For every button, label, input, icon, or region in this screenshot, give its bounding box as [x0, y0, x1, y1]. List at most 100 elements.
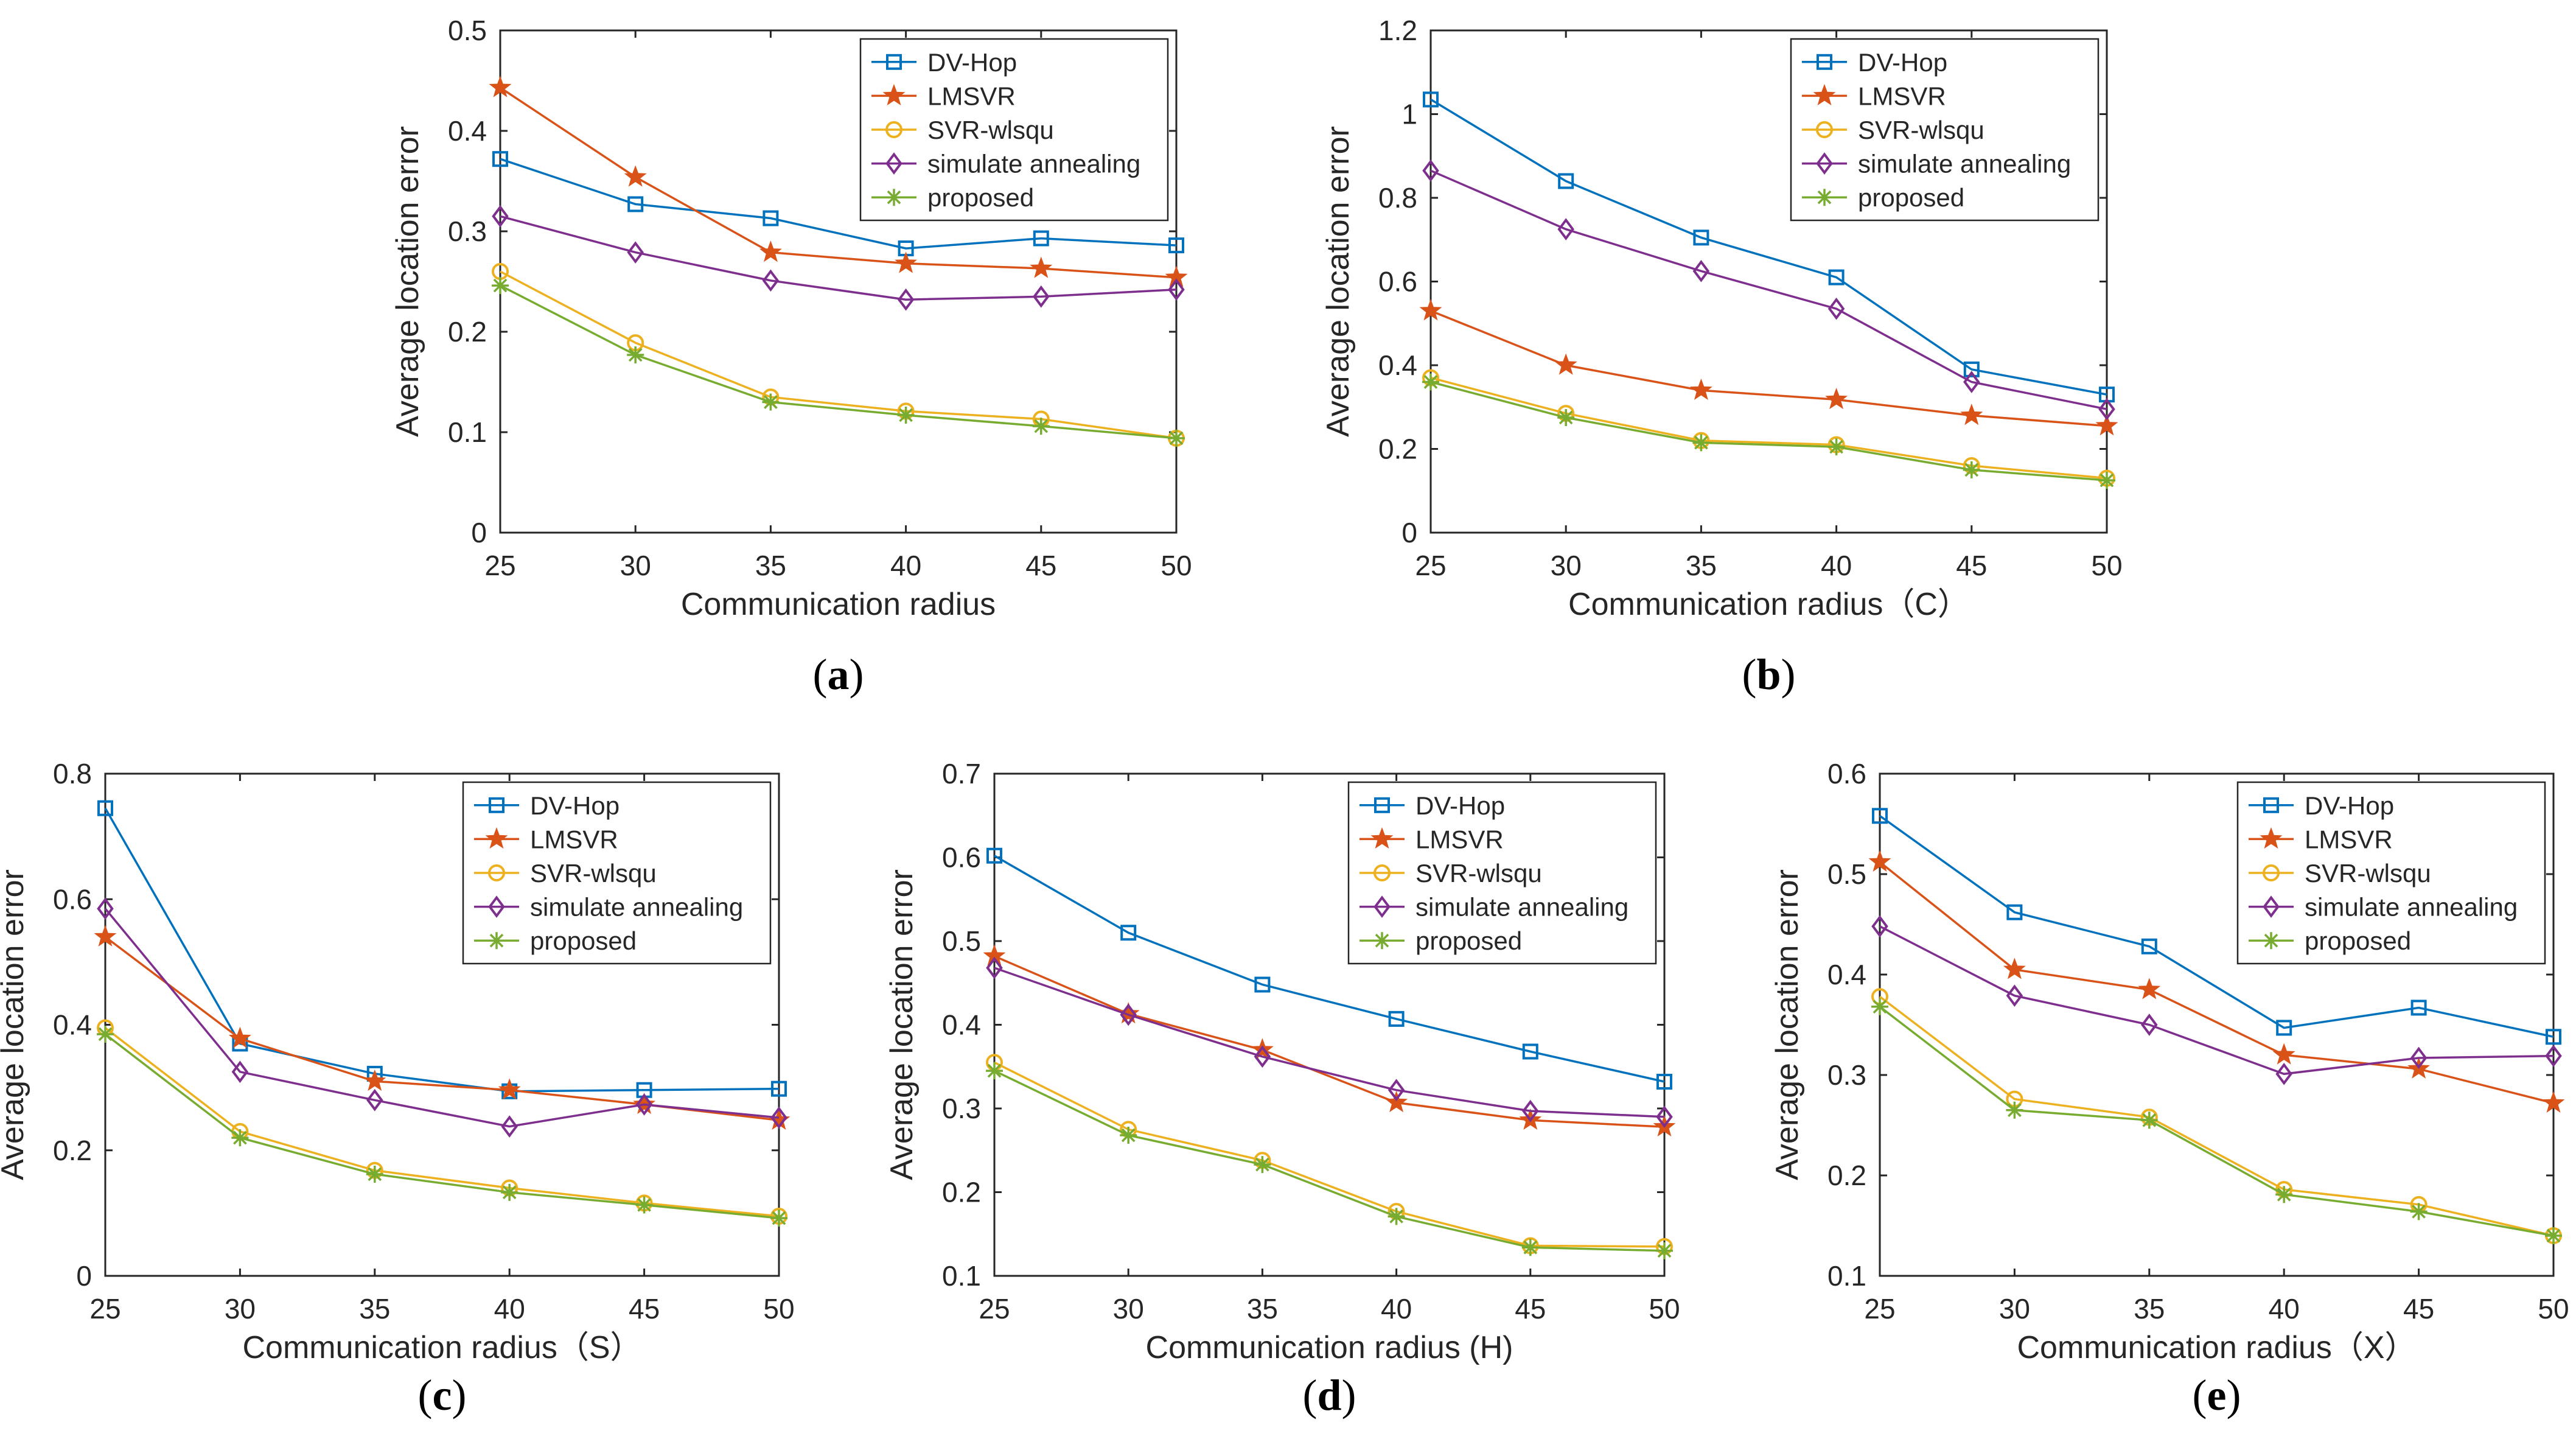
- y-tick-label: 0.2: [942, 1177, 981, 1208]
- x-axis-label: Communication radius（X）: [2017, 1330, 2416, 1365]
- chart-panel-a: 25 30 35 40 45 50 0 0.1 0.2 0.3 0.4 0.5 Communicatio…: [390, 15, 1192, 699]
- series-line-simulate-annealing: [104, 908, 780, 1128]
- data-point-simulate-annealing: [1522, 1099, 1539, 1122]
- legend-label-svr-wlsqu: SVR-wlsqu: [1415, 859, 1542, 888]
- x-tick-label: 50: [1649, 1293, 1680, 1325]
- data-point-lmsvr: [94, 925, 117, 947]
- data-point-dv-hop: [2141, 938, 2157, 954]
- data-point-simulate-annealing: [2006, 984, 2023, 1007]
- series-line-proposed: [994, 1070, 1665, 1252]
- data-point-lmsvr: [1419, 299, 1442, 321]
- y-tick-label: 0: [471, 517, 487, 548]
- legend: DV-Hop LMSVR SVR-wlsqu simulate annealing pr…: [1347, 781, 1657, 965]
- data-point-proposed: [762, 393, 780, 411]
- legend-label-simulate-annealing: simulate annealing: [1415, 893, 1628, 922]
- legend-label-dv-hop: DV-Hop: [1858, 48, 1947, 77]
- y-tick-label: 0: [76, 1260, 92, 1292]
- legend-label-dv-hop: DV-Hop: [2305, 791, 2394, 820]
- legend-marker-proposed: [2263, 932, 2280, 950]
- panel-label: (d): [1302, 1371, 1356, 1420]
- y-tick-label: 0.1: [448, 416, 487, 448]
- legend-marker-proposed: [885, 189, 902, 206]
- legend-marker-dv-hop: [2263, 797, 2279, 813]
- legend-label-proposed: proposed: [1858, 183, 1964, 212]
- legend-marker-svr-wlsqu: [2263, 864, 2280, 881]
- legend-label-svr-wlsqu: SVR-wlsqu: [1858, 116, 1984, 144]
- x-tick-label: 30: [1551, 550, 1582, 581]
- data-point-simulate-annealing: [1387, 1079, 1405, 1102]
- data-point-proposed: [1963, 461, 1980, 478]
- legend-label-lmsvr: LMSVR: [1415, 825, 1504, 853]
- data-point-dv-hop: [1522, 1043, 1538, 1060]
- data-point-lmsvr: [759, 240, 782, 262]
- data-point-dv-hop: [1120, 925, 1137, 941]
- x-tick-label: 45: [1025, 550, 1056, 581]
- x-tick-label: 50: [763, 1293, 794, 1325]
- series-line-lmsvr: [500, 86, 1177, 279]
- y-tick-label: 0.4: [1378, 349, 1417, 381]
- data-point-dv-hop: [1693, 229, 1709, 246]
- x-tick-label: 30: [1999, 1293, 2030, 1325]
- x-tick-label: 35: [755, 550, 786, 581]
- data-point-proposed: [1120, 1127, 1137, 1144]
- legend-label-svr-wlsqu: SVR-wlsqu: [927, 116, 1054, 144]
- data-point-proposed: [627, 346, 644, 363]
- series-line-svr-wlsqu: [1879, 995, 2554, 1237]
- x-tick-label: 45: [629, 1293, 660, 1325]
- legend-marker-proposed: [1374, 932, 1391, 950]
- data-point-simulate-annealing: [1254, 1045, 1271, 1068]
- legend-marker-proposed: [1816, 189, 1833, 206]
- legend-label-lmsvr: LMSVR: [530, 825, 618, 853]
- panel-label: (b): [1742, 650, 1795, 699]
- x-tick-label: 30: [225, 1293, 256, 1325]
- data-point-simulate-annealing: [2275, 1063, 2292, 1085]
- data-point-simulate-annealing: [2141, 1014, 2158, 1036]
- y-tick-label: 0.5: [1827, 858, 1866, 890]
- legend-label-proposed: proposed: [1415, 926, 1522, 955]
- x-tick-label: 25: [1415, 550, 1446, 581]
- data-point-proposed: [366, 1165, 383, 1183]
- data-point-proposed: [986, 1062, 1003, 1080]
- data-point-dv-hop: [492, 151, 508, 167]
- panel-label-letter: b: [1756, 650, 1781, 699]
- data-point-lmsvr: [624, 165, 647, 187]
- series-line-svr-wlsqu: [500, 270, 1177, 439]
- panel-label: (a): [813, 650, 864, 699]
- data-point-proposed: [1827, 438, 1845, 456]
- legend-marker-lmsvr: [1370, 827, 1394, 849]
- series-line-lmsvr: [1430, 309, 2107, 427]
- data-point-dv-hop: [2410, 1000, 2427, 1016]
- legend: DV-Hop LMSVR SVR-wlsqu simulate annealing pr…: [2236, 781, 2546, 965]
- data-point-lmsvr: [2138, 978, 2161, 1000]
- data-point-dv-hop: [1254, 976, 1271, 993]
- data-point-dv-hop: [2276, 1020, 2292, 1036]
- y-axis-label: Average location error: [390, 126, 425, 437]
- data-point-lmsvr: [1030, 256, 1053, 278]
- legend-marker-svr-wlsqu: [1816, 121, 1833, 138]
- x-tick-label: 40: [890, 550, 921, 581]
- data-point-lmsvr: [489, 75, 512, 97]
- data-point-proposed: [897, 406, 915, 424]
- series-line-proposed: [1430, 380, 2107, 481]
- data-point-simulate-annealing: [762, 269, 780, 292]
- chart-panel-c: 25 30 35 40 45 50 0 0.2 0.4 0.6 0.8 Communication r…: [0, 758, 795, 1420]
- data-point-lmsvr: [2095, 414, 2118, 436]
- data-point-lmsvr: [2003, 958, 2026, 979]
- series-line-simulate-annealing: [1879, 925, 2554, 1076]
- data-point-simulate-annealing: [635, 1093, 653, 1116]
- x-tick-label: 25: [89, 1293, 120, 1325]
- data-point-lmsvr: [363, 1069, 386, 1091]
- x-tick-label: 45: [2403, 1293, 2434, 1325]
- data-point-simulate-annealing: [1422, 159, 1439, 182]
- series-line-proposed: [1879, 1006, 2554, 1237]
- data-point-simulate-annealing: [1692, 259, 1710, 282]
- panel-label-letter: d: [1317, 1371, 1341, 1420]
- data-point-proposed: [1656, 1242, 1673, 1259]
- data-point-simulate-annealing: [1120, 1003, 1137, 1026]
- legend-marker-svr-wlsqu: [885, 121, 902, 138]
- legend-label-simulate-annealing: simulate annealing: [530, 893, 743, 922]
- x-tick-label: 35: [1247, 1293, 1278, 1325]
- legend-marker-simulate-annealing: [1374, 895, 1391, 918]
- y-tick-label: 0.3: [942, 1093, 981, 1124]
